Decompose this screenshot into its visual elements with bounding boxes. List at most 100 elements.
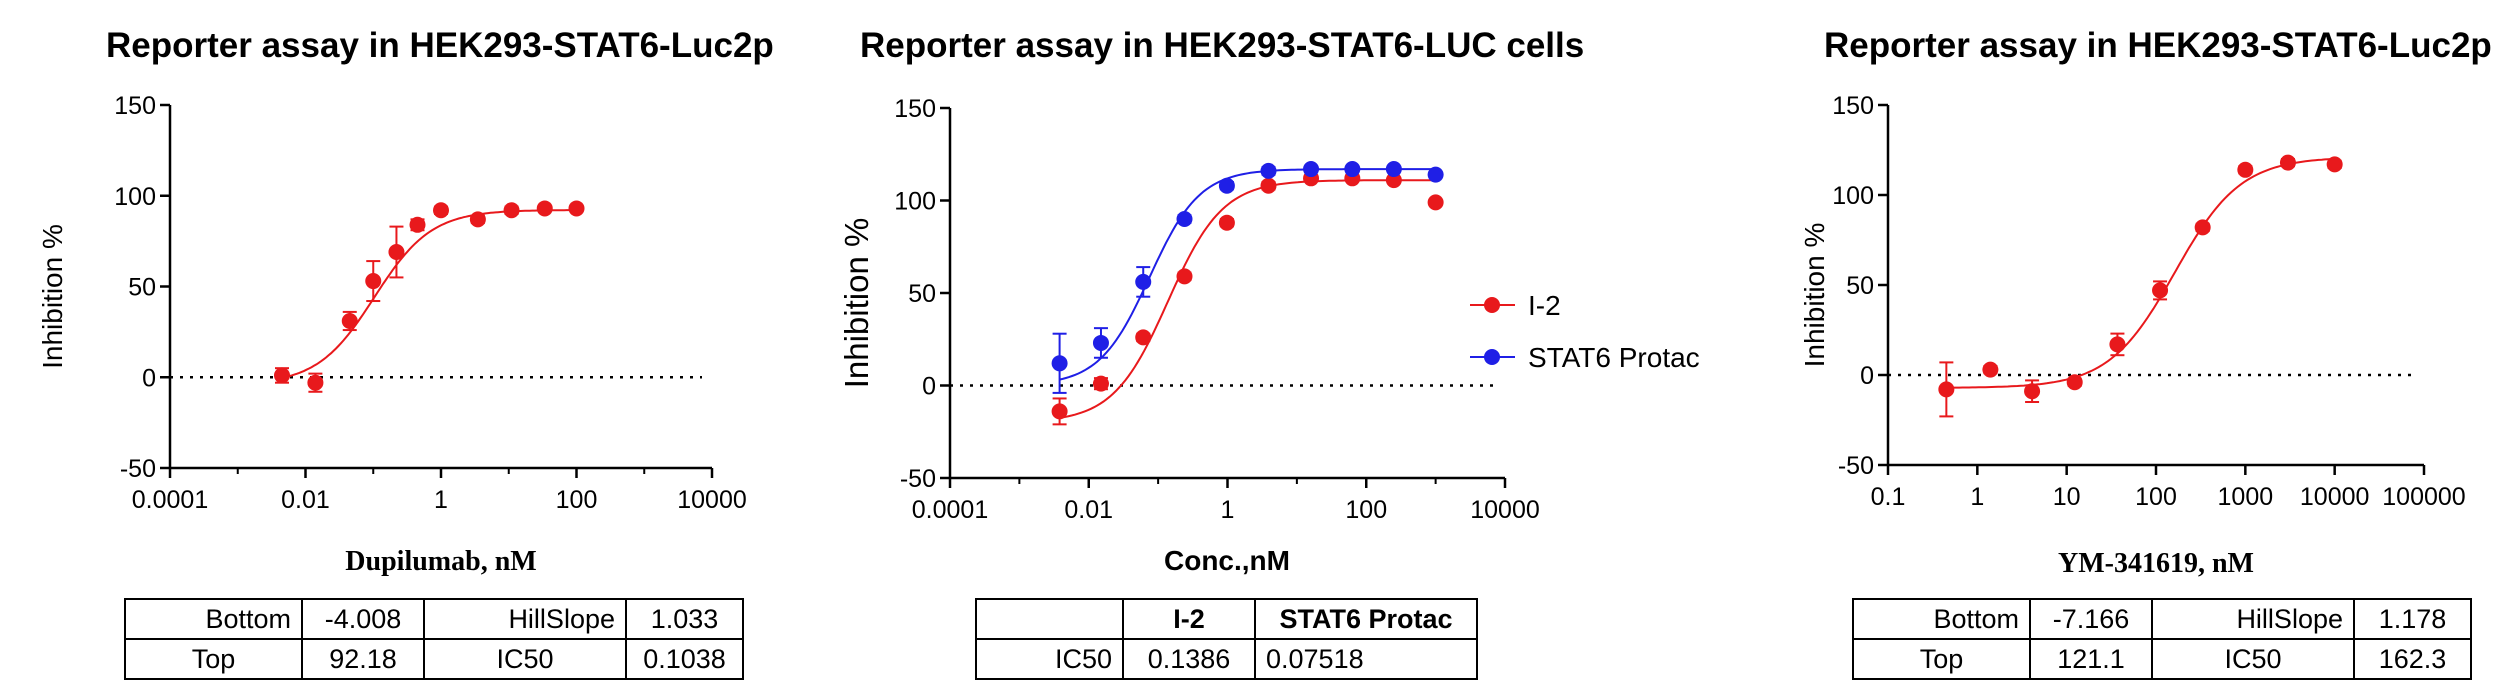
chart-3-fit-table: Bottom -7.166 HillSlope 1.178 Top 121.1 … [1852, 598, 2472, 680]
y-tick-label: -50 [900, 465, 936, 493]
data-point [2024, 383, 2041, 400]
x-tick-label: 100 [2135, 483, 2177, 511]
table-cell: 0.1386 [1122, 638, 1256, 680]
data-point [1051, 403, 1068, 420]
y-tick-label: 0 [922, 373, 936, 401]
x-tick-label: 1 [1970, 483, 1984, 511]
data-point [469, 211, 486, 228]
x-tick-label: 0.0001 [132, 486, 208, 514]
y-tick-label: 0 [142, 364, 156, 392]
y-tick-label: -50 [1838, 452, 1874, 480]
table-cell: 162.3 [2353, 638, 2472, 680]
data-point [1385, 161, 1402, 178]
x-axis-label: Dupilumab, nM [345, 546, 536, 577]
data-point [2152, 282, 2169, 299]
table-cell: 121.1 [2029, 638, 2153, 680]
x-tick-label: 10000 [1470, 496, 1540, 524]
data-point [2326, 156, 2343, 173]
data-point [568, 200, 585, 217]
table-cell: HillSlope [2151, 598, 2355, 640]
table-cell: IC50 [2151, 638, 2355, 680]
data-point [1176, 268, 1193, 285]
y-axis-label: Inhibition % [1799, 223, 1830, 368]
legend-label: STAT6 Protac [1528, 342, 1700, 373]
data-point [388, 244, 405, 261]
table-row: Bottom -4.008 HillSlope 1.033 [124, 598, 744, 640]
x-tick-label: 1 [434, 486, 448, 514]
chart-1-plot: Reporter assay in HEK293-STAT6-Luc2p1501… [37, 26, 774, 577]
y-tick-label: 150 [1832, 92, 1874, 120]
x-tick-label: 0.01 [281, 486, 330, 514]
y-tick-label: 50 [1846, 272, 1874, 300]
data-point [1982, 361, 1999, 378]
data-point [433, 202, 449, 219]
chart-panel-1: Reporter assay in HEK293-STAT6-Luc2p 150 1… [0, 0, 800, 699]
table-row: I-2 STAT6 Protac [975, 598, 1478, 640]
data-point [1260, 177, 1277, 194]
x-tick-label: 100 [556, 486, 598, 514]
table-cell: -4.008 [301, 598, 425, 640]
chart-title: Reporter assay in HEK293-STAT6-Luc2p [1824, 26, 2492, 65]
table-cell: 0.1038 [625, 638, 744, 680]
chart-panel-2: Reporter assay in HEK293-STAT6-LUC cells… [820, 0, 1720, 699]
y-tick-label: 150 [894, 95, 936, 123]
data-point [274, 367, 291, 384]
table-cell: I-2 [1122, 598, 1256, 640]
data-point [1303, 161, 1320, 178]
table-cell: 1.033 [625, 598, 744, 640]
chart-title: Reporter assay in HEK293-STAT6-Luc2p [106, 26, 774, 65]
data-point [1135, 329, 1152, 346]
table-cell: STAT6 Protac [1254, 598, 1478, 640]
data-point [1092, 375, 1109, 392]
y-tick-label: 100 [894, 188, 936, 216]
data-point [1218, 177, 1235, 194]
y-tick-label: 150 [114, 92, 156, 120]
table-cell: Bottom [1852, 598, 2031, 640]
table-cell [975, 598, 1124, 640]
series-1-fit-curve [1059, 179, 1436, 419]
y-tick-label: 50 [128, 274, 156, 302]
data-point [1176, 211, 1193, 227]
data-point [409, 216, 426, 233]
data-point [1427, 166, 1444, 183]
table-cell: 0.07518 [1254, 638, 1478, 680]
x-tick-label: 0.1 [1871, 483, 1906, 511]
data-point [2237, 161, 2254, 178]
chart-2-plot: Reporter assay in HEK293-STAT6-LUC cells… [838, 26, 1700, 576]
table-cell: IC50 [975, 638, 1124, 680]
data-point [536, 200, 553, 217]
legend-item: STAT6 Protac [1470, 342, 1700, 373]
table-cell: 1.178 [2353, 598, 2472, 640]
legend-label: I-2 [1528, 290, 1561, 321]
y-tick-label: 0 [1860, 362, 1874, 390]
y-tick-label: 50 [908, 280, 936, 308]
data-point [341, 312, 358, 329]
x-tick-label: 100 [1345, 496, 1387, 524]
data-point [1218, 214, 1235, 231]
data-point [1938, 381, 1955, 398]
y-tick-label: -50 [120, 455, 156, 483]
series-1-fit-curve [1946, 157, 2335, 389]
chart-2-ic50-table: I-2 STAT6 Protac IC50 0.1386 0.07518 [975, 598, 1478, 680]
x-tick-label: 0.01 [1064, 496, 1113, 524]
data-point [1092, 334, 1109, 351]
data-point [2194, 219, 2211, 236]
y-tick-label: 100 [1832, 182, 1874, 210]
table-cell: 92.18 [301, 638, 425, 680]
data-point [2109, 336, 2126, 353]
data-point [365, 273, 382, 290]
table-cell: -7.166 [2029, 598, 2153, 640]
chart-panel-3: Reporter assay in HEK293-STAT6-Luc2p 150 1… [1780, 0, 2512, 699]
x-axis-label: YM-341619, nM [2058, 548, 2254, 579]
data-point [1135, 273, 1152, 290]
data-point [1260, 162, 1277, 179]
data-point [1344, 161, 1361, 178]
x-tick-label: 10000 [2300, 483, 2370, 511]
series-1-fit-curve [281, 209, 577, 379]
series-2-fit-curve [1059, 168, 1436, 381]
x-tick-label: 1 [1221, 496, 1235, 524]
x-tick-label: 10 [2053, 483, 2081, 511]
chart-title: Reporter assay in HEK293-STAT6-LUC cells [860, 26, 1584, 65]
data-point [1051, 355, 1068, 372]
y-axis-label: Inhibition % [37, 224, 68, 369]
